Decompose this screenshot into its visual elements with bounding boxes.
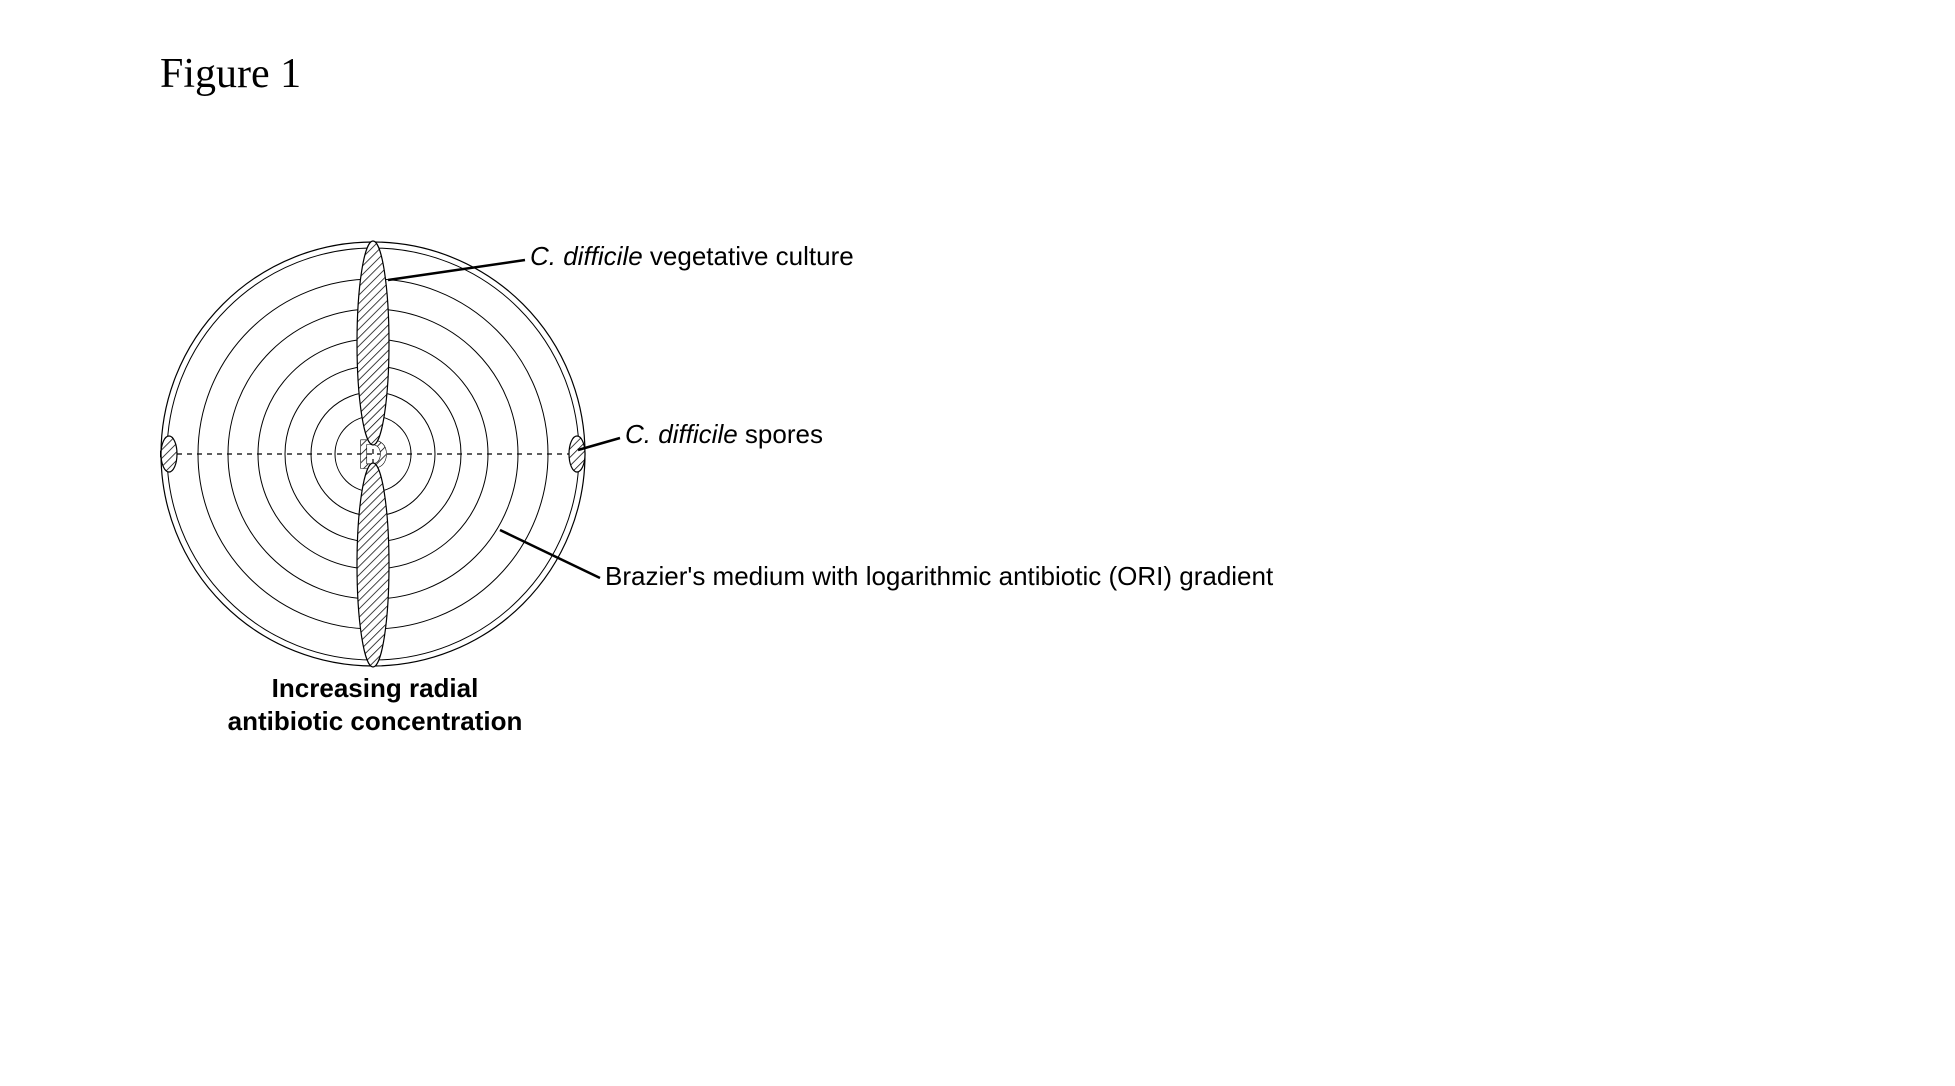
diagram: D [0, 0, 1955, 1086]
caption-radial-concentration: Increasing radial antibiotic concentrati… [185, 672, 565, 737]
label-vegetative-italic: C. difficile [530, 241, 643, 271]
caption-line1: Increasing radial [272, 673, 479, 703]
label-vegetative-rest: vegetative culture [643, 241, 854, 271]
label-spores-rest: spores [738, 419, 823, 449]
label-medium: Brazier's medium with logarithmic antibi… [605, 561, 1273, 592]
label-spores-italic: C. difficile [625, 419, 738, 449]
caption-line2: antibiotic concentration [228, 706, 523, 736]
label-vegetative-culture: C. difficile vegetative culture [530, 241, 854, 272]
label-spores: C. difficile spores [625, 419, 823, 450]
